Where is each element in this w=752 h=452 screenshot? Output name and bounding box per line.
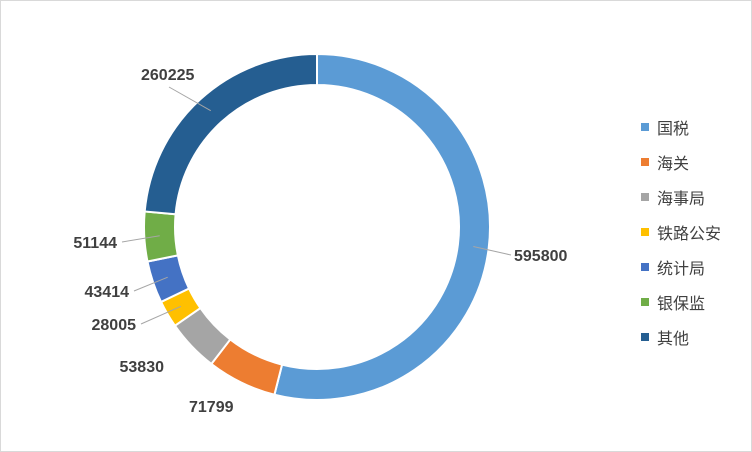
leader-line-qita [168,86,212,112]
legend-item-guoshui: 国税 [641,109,751,144]
legend-item-haiguan: 海关 [641,144,751,179]
legend-item-tielugongan: 铁路公安 [641,214,751,249]
legend-swatch-tielugongan [641,227,649,236]
data-label-guoshui: 595800 [514,248,567,265]
legend-label-haiguan: 海关 [657,153,690,173]
legend-item-yinbaojian: 银保监 [641,284,751,319]
legend-label-yinbaojian: 银保监 [657,293,706,313]
slice-qita [143,52,318,216]
leader-line-tongjiju [133,276,168,292]
legend-label-guoshui: 国税 [657,118,690,138]
legend-item-tongjiju: 统计局 [641,249,751,284]
legend-label-haishiju: 海事局 [657,188,706,208]
legend: 国税 海关 海事局 铁路公安 统计局 银保监 其他 [641,109,751,354]
leader-line-yinbaojian [121,235,160,243]
leader-lines [121,86,512,325]
data-label-yinbaojian: 51144 [73,235,117,252]
legend-label-tielugongan: 铁路公安 [657,223,722,243]
leader-line-tielugongan [140,305,182,325]
legend-swatch-haiguan [641,157,649,166]
data-label-haishiju: 53830 [120,359,165,376]
legend-item-haishiju: 海事局 [641,179,751,214]
data-label-qita: 260225 [141,67,194,84]
legend-swatch-qita [641,332,649,341]
leader-line-guoshui [473,246,512,256]
legend-label-tongjiju: 统计局 [657,258,706,278]
legend-swatch-guoshui [641,122,649,131]
legend-item-qita: 其他 [641,319,751,354]
data-label-tongjiju: 43414 [85,284,130,301]
legend-swatch-tongjiju [641,262,649,271]
data-label-haiguan: 71799 [189,399,234,416]
data-label-tielugongan: 28005 [92,317,137,334]
slice-guoshui [273,52,491,401]
slice-yinbaojian [143,210,180,263]
data-labels: 595800 71799 53830 28005 43414 51144 260225 [73,67,567,416]
legend-label-qita: 其他 [657,328,690,348]
donut-slices [143,52,491,401]
legend-swatch-haishiju [641,192,649,201]
legend-swatch-yinbaojian [641,297,649,306]
